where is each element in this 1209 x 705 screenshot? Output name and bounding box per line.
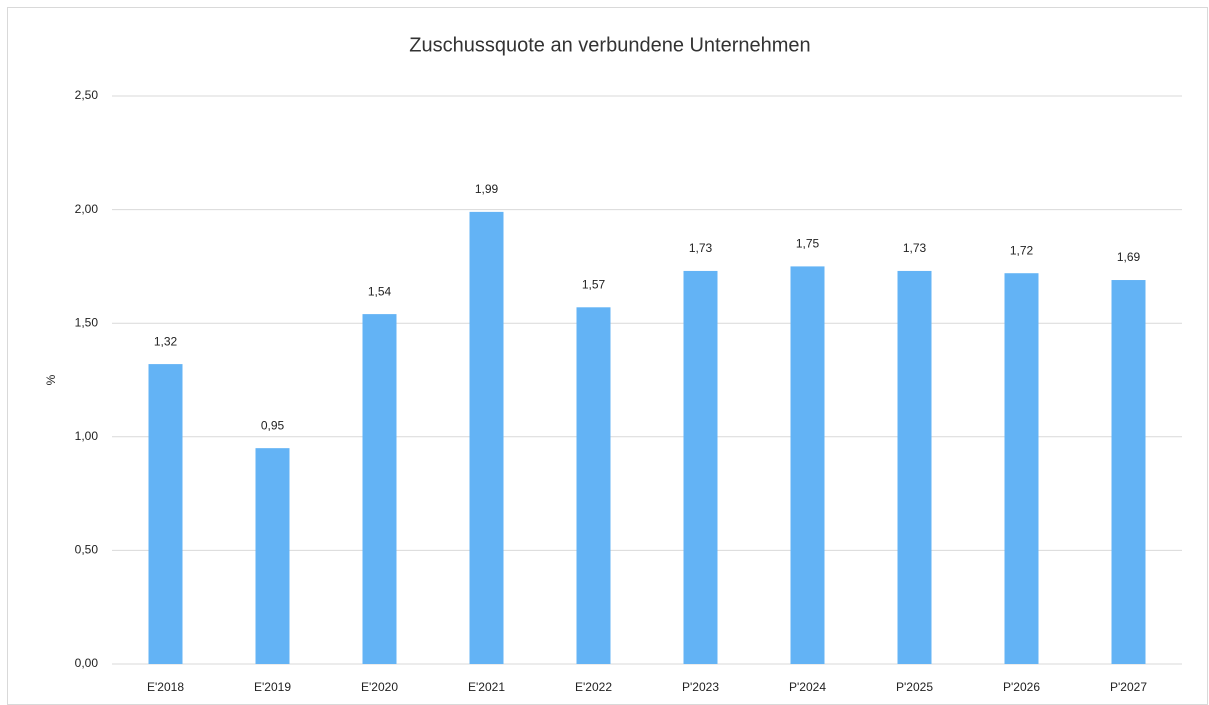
y-axis-label: % [44, 374, 58, 385]
x-tick-label: E'2021 [468, 680, 505, 694]
x-tick-label: E'2018 [147, 680, 184, 694]
x-tick-label: P'2026 [1003, 680, 1040, 694]
x-tick-label: P'2025 [896, 680, 933, 694]
y-tick-label: 0,00 [75, 656, 99, 670]
data-label: 1,73 [903, 241, 927, 255]
bar [469, 211, 504, 664]
data-label: 1,32 [154, 334, 178, 348]
bar [1111, 280, 1146, 664]
data-label: 0,95 [261, 418, 285, 432]
y-tick-label: 1,00 [75, 429, 99, 443]
bar [790, 266, 825, 664]
bar [683, 270, 718, 664]
x-tick-label: P'2024 [789, 680, 826, 694]
bar [897, 270, 932, 664]
data-label: 1,99 [475, 182, 499, 196]
y-tick-label: 1,50 [75, 315, 99, 329]
y-tick-label: 2,00 [75, 202, 99, 216]
y-tick-label: 0,50 [75, 543, 99, 557]
bar [255, 448, 290, 664]
chart-title: Zuschussquote an verbundene Unternehmen [409, 34, 810, 56]
data-label: 1,72 [1010, 243, 1034, 257]
bar [576, 307, 611, 664]
x-tick-label: P'2023 [682, 680, 719, 694]
data-label: 1,73 [689, 241, 713, 255]
x-tick-label: E'2020 [361, 680, 398, 694]
data-label: 1,69 [1117, 250, 1141, 264]
y-tick-label: 2,50 [75, 88, 99, 102]
x-tick-label: P'2027 [1110, 680, 1147, 694]
data-label: 1,54 [368, 284, 392, 298]
bar [1004, 273, 1039, 664]
x-tick-label: E'2022 [575, 680, 612, 694]
bar [148, 364, 183, 664]
data-label: 1,57 [582, 277, 606, 291]
x-tick-label: E'2019 [254, 680, 291, 694]
bar [362, 314, 397, 664]
data-label: 1,75 [796, 237, 820, 251]
